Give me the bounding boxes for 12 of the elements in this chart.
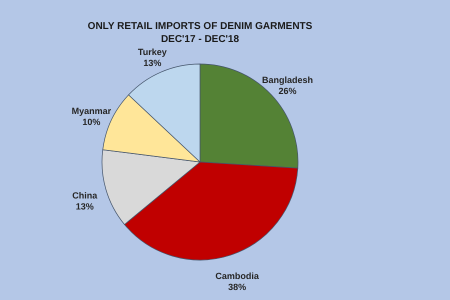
- slice-label: China: [72, 190, 98, 200]
- data-label: 38%: [228, 282, 246, 292]
- data-label: 13%: [76, 201, 94, 212]
- chart-title: ONLY RETAIL IMPORTS OF DENIM GARMENTS: [88, 20, 313, 32]
- chart-subtitle: DEC'17 - DEC'18: [160, 34, 240, 45]
- data-label: 13%: [143, 58, 162, 68]
- data-label: 10%: [82, 116, 100, 127]
- slice-label: Turkey: [138, 46, 167, 57]
- slice-label: Cambodia: [215, 271, 260, 282]
- slice-label: Myanmar: [72, 106, 112, 116]
- data-label: 26%: [278, 86, 296, 96]
- slice-label: Bangladesh: [262, 74, 313, 85]
